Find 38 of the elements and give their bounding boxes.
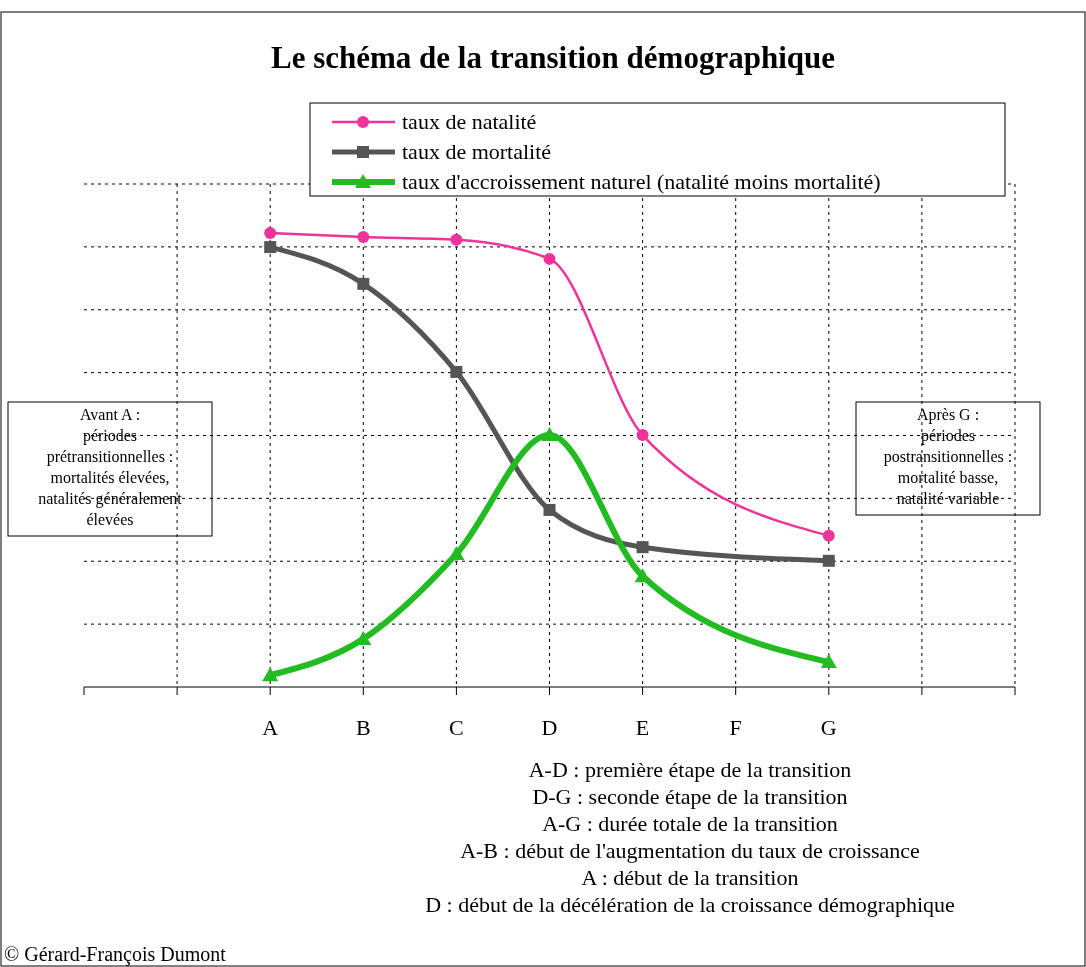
text: D : début de la décélération de la croissance démographique	[425, 892, 955, 917]
x-tick-label: A	[262, 715, 279, 740]
text: © Gérard-François Dumont	[4, 943, 227, 966]
text: A-B : début de l'augmentation du taux de croissance	[460, 838, 920, 863]
point	[262, 667, 279, 682]
point	[543, 503, 556, 516]
x-tick-label: B	[355, 715, 371, 740]
text: A : début de la transition	[581, 865, 799, 890]
annotation: Après G : périodes postransitionnelles : mortalité basse, natalité variable	[883, 406, 1013, 507]
point	[820, 654, 837, 669]
point	[543, 252, 556, 265]
point	[541, 427, 558, 442]
annotation: Avant A : périodes prétransitionnelles : mortalités élevées, natalités généralement élevées	[38, 406, 183, 528]
point	[450, 365, 463, 378]
text: D-G : seconde étape de la transition	[532, 784, 848, 809]
chart-title: Le schéma de la transition démographique	[270, 40, 836, 75]
legend-label: taux d'accroissement naturel (natalité moins mortalité)	[402, 169, 881, 194]
text: A-G : durée totale de la transition	[542, 811, 838, 836]
text: A-D : première étape de la transition	[528, 757, 852, 782]
point	[636, 429, 649, 442]
point	[448, 545, 465, 560]
point	[264, 241, 277, 254]
note-box: Après G : périodes postransitionnelles : mortalité basse, natalité variable	[855, 401, 1041, 516]
point	[357, 277, 370, 290]
point	[357, 231, 370, 244]
legend-label: taux de mortalité	[402, 139, 552, 164]
x-tick-label: E	[635, 715, 650, 740]
x-tick-label: G	[820, 715, 837, 740]
point	[822, 554, 835, 567]
point	[822, 529, 835, 542]
note-box: Avant A : périodes prétransitionnelles : mortalités élevées, natalités généralement élevées	[7, 401, 213, 537]
point	[450, 233, 463, 246]
point	[264, 227, 277, 239]
point	[636, 541, 649, 554]
x-tick-label: C	[449, 715, 464, 740]
x-tick-label: D	[541, 715, 558, 740]
x-tick-label: F	[729, 715, 742, 740]
legend-label: taux de natalité	[402, 109, 537, 134]
